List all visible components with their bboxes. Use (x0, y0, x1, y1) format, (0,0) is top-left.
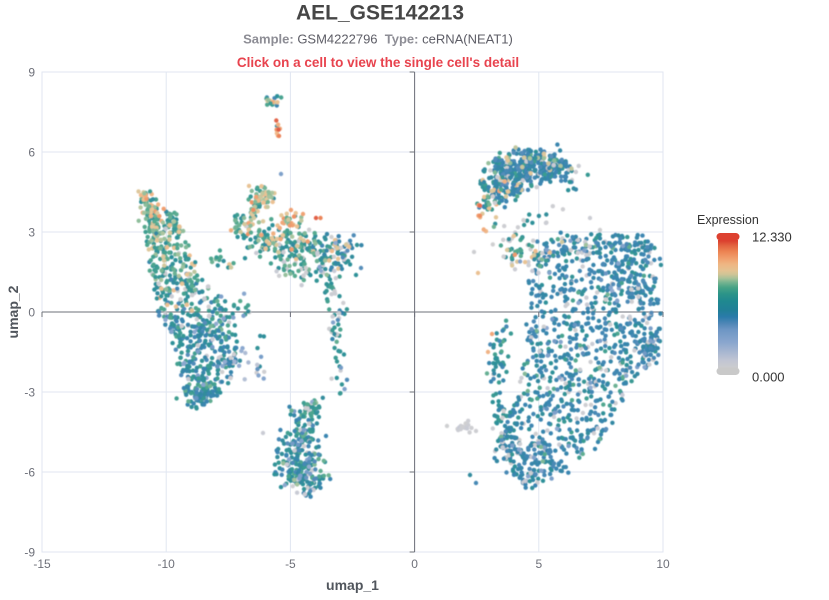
svg-text:-10: -10 (158, 557, 176, 571)
svg-text:12.330: 12.330 (752, 230, 792, 245)
svg-text:-15: -15 (33, 557, 51, 571)
svg-text:6: 6 (28, 146, 35, 160)
svg-text:0.000: 0.000 (752, 370, 785, 385)
svg-text:-9: -9 (24, 546, 35, 560)
svg-text:umap_1: umap_1 (326, 577, 379, 593)
svg-text:Click on a cell to view the si: Click on a cell to view the single cell'… (237, 55, 519, 70)
svg-text:10: 10 (656, 557, 670, 571)
svg-text:-3: -3 (24, 386, 35, 400)
svg-text:umap_2: umap_2 (5, 285, 21, 338)
svg-text:5: 5 (535, 557, 542, 571)
svg-text:Sample: GSM4222796 Type: ceRN: Sample: GSM4222796 Type: ceRNA(NEAT1) (243, 32, 513, 47)
svg-text:Expression: Expression (697, 213, 759, 227)
svg-text:-6: -6 (24, 466, 35, 480)
svg-text:0: 0 (411, 557, 418, 571)
svg-text:3: 3 (28, 226, 35, 240)
svg-text:9: 9 (28, 66, 35, 80)
svg-text:-5: -5 (285, 557, 296, 571)
svg-text:0: 0 (28, 306, 35, 320)
svg-text:AEL_GSE142213: AEL_GSE142213 (296, 2, 464, 25)
